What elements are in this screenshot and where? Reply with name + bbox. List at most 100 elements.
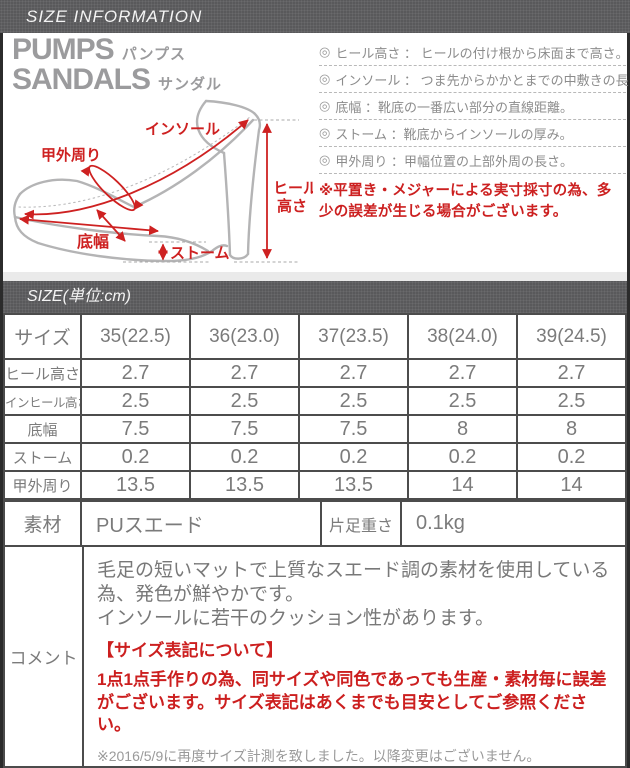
size-col-39: 39(24.5): [516, 313, 627, 360]
bullet-icon: ◎: [319, 125, 331, 140]
heel-height-label-2: 高さ: [277, 197, 307, 215]
sole-width-arrow: [96, 209, 126, 242]
size-table: サイズ 35(22.5) 36(23.0) 37(23.5) 38(24.0) …: [3, 313, 627, 500]
weight-label: 片足重さ: [320, 500, 402, 547]
material-label: 素材: [3, 500, 82, 547]
heel-height-label-1: ヒール: [273, 180, 313, 197]
cell: 8: [516, 414, 627, 444]
logo-pumps-jp: パンプス: [121, 46, 186, 63]
row-label: ヒール高さ: [3, 358, 82, 388]
row-label: ストーム: [3, 442, 82, 472]
material-value: PUスエード: [80, 500, 322, 547]
table-row-heel-height: ヒール高さ 2.7 2.7 2.7 2.7 2.7: [3, 358, 627, 388]
cell: 2.5: [80, 386, 191, 416]
row-label: 甲外周り: [3, 470, 82, 500]
definition-text: ストーム ：靴底からインソールの厚み。: [335, 126, 573, 142]
cell: 14: [407, 470, 518, 500]
sole-width-label: 底幅: [77, 232, 109, 251]
insole-arrow: [24, 119, 249, 220]
guide-dashes: [123, 119, 299, 263]
bullet-icon: ◎: [319, 44, 331, 59]
table-row-storm: ストーム 0.2 0.2 0.2 0.2 0.2: [3, 442, 627, 472]
cell: 0.2: [407, 442, 518, 472]
size-col-35: 35(22.5): [80, 313, 191, 360]
table-row-sole-width: 底幅 7.5 7.5 7.5 8 8: [3, 414, 627, 444]
measurement-definitions: ◎ ヒール高さ ： ヒールの付け根から床面まで高さ。 ◎ インソール ： つま先…: [319, 39, 630, 222]
cell: 13.5: [80, 470, 191, 500]
cell: 13.5: [298, 470, 409, 500]
insole-label: インソール: [145, 121, 220, 138]
cell: 2.7: [516, 358, 627, 388]
cell: 2.5: [516, 386, 627, 416]
size-table-header-row: サイズ 35(22.5) 36(23.0) 37(23.5) 38(24.0) …: [3, 313, 627, 360]
cell: 0.2: [298, 442, 409, 472]
cell: 2.5: [298, 386, 409, 416]
diagram-section: PUMPS パンプス SANDALS サンダル: [3, 33, 630, 272]
size-col-38: 38(24.0): [407, 313, 518, 360]
size-section-label: SIZE(単位:cm): [27, 288, 131, 305]
instep-loop-a: [89, 164, 144, 211]
content-frame: PUMPS パンプス SANDALS サンダル: [0, 33, 630, 768]
logo-sandals-jp: サンダル: [158, 76, 223, 93]
size-notation-title: 【サイズ表記について】: [97, 640, 283, 660]
comment-row: コメント 毛足の短いマットで上質なスエード調の素材を使用している為、発色が鮮やか…: [3, 547, 627, 768]
comment-label: コメント: [5, 547, 84, 766]
cell: 8: [407, 414, 518, 444]
cell: 2.7: [298, 358, 409, 388]
cell: 2.7: [189, 358, 300, 388]
shoe-outline: [13, 99, 262, 263]
cell: 0.2: [80, 442, 191, 472]
definition-heel-height: ◎ ヒール高さ ： ヒールの付け根から床面まで高さ。: [319, 39, 629, 66]
bullet-icon: ◎: [319, 98, 331, 113]
size-col-37: 37(23.5): [298, 313, 409, 360]
cell: 0.2: [516, 442, 627, 472]
definition-sole-width: ◎ 底幅 ：靴底の一番広い部分の直線距離。: [319, 93, 626, 120]
row-label: 底幅: [3, 414, 82, 444]
cell: 0.2: [189, 442, 300, 472]
comment-paragraph-2: インソールに若干のクッション性があります。: [97, 607, 495, 629]
cell: 14: [516, 470, 627, 500]
comment-body: 毛足の短いマットで上質なスエード調の素材を使用している為、発色が鮮やかです。 イ…: [84, 547, 625, 766]
instep-label: 甲外周り: [41, 146, 101, 164]
table-row-instep: 甲外周り 13.5 13.5 13.5 14 14: [3, 470, 627, 500]
shoe-measurement-diagram: インソール 甲外周り ヒール 高さ 底幅 ストーム: [13, 99, 313, 263]
remeasure-note: ※2016/5/9に再度サイズ計測を致しました。以降変更はございません。: [97, 747, 541, 764]
bullet-icon: ◎: [319, 152, 331, 167]
size-notation-body: 1点1点手作りの為、同サイズや同色であっても生産・素材毎に誤差がございます。サイ…: [97, 670, 607, 735]
header-bar: SIZE INFORMATION: [0, 0, 630, 33]
definition-insole: ◎ インソール ： つま先からかかとまでの中敷きの長さ。: [319, 66, 630, 93]
material-row: 素材 PUスエード 片足重さ 0.1kg: [3, 500, 627, 547]
sole-length-arrow: [19, 214, 159, 236]
logo-sandals: SANDALS: [12, 63, 151, 96]
cell: 2.7: [80, 358, 191, 388]
comment-paragraph-1: 毛足の短いマットで上質なスエード調の素材を使用している為、発色が鮮やかです。: [97, 560, 610, 605]
section-divider-strip: [3, 272, 627, 281]
size-section-bar: SIZE(単位:cm): [3, 281, 627, 313]
page-title: SIZE INFORMATION: [26, 7, 203, 26]
size-col-36: 36(23.0): [189, 313, 300, 360]
table-row-in-heel-height: インヒール高さ 2.5 2.5 2.5 2.5 2.5: [3, 386, 627, 416]
cell: 7.5: [189, 414, 300, 444]
instep-loop-b: [80, 165, 135, 212]
definition-text: 甲外周り ：甲幅位置の上部外周の長さ。: [335, 153, 573, 169]
definition-text: ヒール高さ ： ヒールの付け根から床面まで高さ。: [335, 45, 629, 61]
measurement-disclaimer: ※平置き・メジャーによる実寸採寸の為、多少の誤差が生じる場合がございます。: [319, 183, 612, 220]
definition-storm: ◎ ストーム ：靴底からインソールの厚み。: [319, 120, 626, 147]
bullet-icon: ◎: [319, 71, 331, 86]
measurement-arrows: [19, 119, 272, 261]
cell: 13.5: [189, 470, 300, 500]
row-label: インヒール高さ: [3, 386, 82, 416]
cell: 2.5: [189, 386, 300, 416]
size-col-header: サイズ: [3, 313, 82, 360]
definition-instep: ◎ 甲外周り ：甲幅位置の上部外周の長さ。: [319, 147, 626, 174]
cell: 7.5: [80, 414, 191, 444]
cell: 2.5: [407, 386, 518, 416]
material-table: 素材 PUスエード 片足重さ 0.1kg: [3, 500, 627, 547]
storm-label: ストーム: [170, 245, 230, 262]
product-type-logo: PUMPS パンプス SANDALS サンダル: [12, 35, 222, 95]
weight-value: 0.1kg: [400, 500, 627, 547]
definition-text: インソール ： つま先からかかとまでの中敷きの長さ。: [335, 72, 630, 88]
cell: 7.5: [298, 414, 409, 444]
logo-pumps: PUMPS: [12, 33, 115, 66]
